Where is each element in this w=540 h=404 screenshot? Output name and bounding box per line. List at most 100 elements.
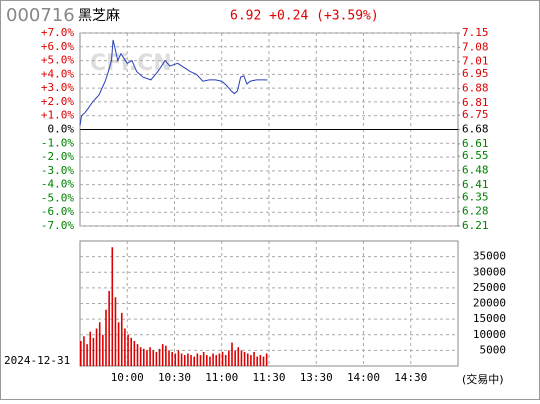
volume-bar [177, 350, 180, 366]
volume-bar [183, 355, 186, 366]
volume-bar [196, 353, 199, 366]
volume-bar [80, 341, 82, 366]
y2-tick-label: 6.61 [462, 137, 489, 150]
volume-bar [265, 353, 268, 366]
volume-bar [250, 355, 252, 366]
status: (交易中) [462, 372, 504, 386]
volume-bar [174, 353, 177, 366]
volume-bar [202, 351, 205, 366]
y-tick-label: -7.0% [41, 219, 74, 232]
volume-bar [120, 312, 123, 366]
y2-tick-label: 6.28 [462, 205, 489, 218]
volume-bar [133, 341, 136, 366]
x-tick-label: 11:30 [252, 371, 285, 384]
y2-tick-label: 6.55 [462, 149, 489, 162]
y-tick-label: 15000 [473, 312, 506, 325]
volume-bar [193, 356, 195, 366]
volume-bar [221, 351, 224, 366]
volume-bar [124, 328, 126, 366]
volume-bar [212, 353, 214, 366]
volume-bar [256, 356, 258, 366]
volume-bar [231, 342, 233, 366]
volume-bar [215, 355, 218, 366]
y-tick-label: +3.0% [41, 81, 74, 94]
y2-tick-label: 7.08 [462, 40, 489, 53]
volume-bar [102, 334, 104, 366]
volume-bar [158, 348, 161, 366]
y-tick-label: +2.0% [41, 95, 74, 108]
y-tick-label: -5.0% [41, 191, 74, 204]
y-tick-label: -4.0% [41, 178, 74, 191]
x-tick-label: 11:00 [205, 371, 238, 384]
volume-bar [168, 350, 170, 366]
volume-bar [92, 337, 95, 366]
y-tick-label: +1.0% [41, 109, 74, 122]
volume-bar [139, 347, 142, 366]
y2-tick-label: 7.01 [462, 55, 489, 68]
volume-bar [259, 355, 262, 366]
y-tick-label: 20000 [473, 297, 506, 310]
volume-bar [165, 345, 167, 366]
volume-bar [180, 353, 183, 366]
volume-bar [218, 353, 221, 366]
y-tick-label: 25000 [473, 281, 506, 294]
volume-bar [171, 351, 173, 366]
y-tick-label: 5000 [480, 343, 507, 356]
y2-tick-label: 6.41 [462, 178, 489, 191]
y-tick-label: -3.0% [41, 164, 74, 177]
y-tick-label: +5.0% [41, 54, 74, 67]
y-tick-label: +4.0% [41, 67, 74, 80]
y2-tick-label: 7.15 [462, 26, 489, 39]
volume-bar [187, 353, 189, 366]
y-tick-label: 30000 [473, 265, 506, 278]
volume-bar [209, 356, 211, 366]
volume-bar [98, 322, 101, 366]
volume-bar [161, 344, 164, 366]
price-line [79, 39, 268, 126]
volume-bar [152, 350, 155, 366]
volume-bar [199, 355, 202, 366]
volume-bar [240, 350, 243, 366]
volume-bar [155, 351, 158, 366]
volume-bar [243, 351, 246, 366]
volume-bar [111, 247, 114, 366]
y-tick-label: -6.0% [41, 205, 74, 218]
volume-bar [234, 350, 236, 366]
y2-tick-label: 6.35 [462, 190, 489, 203]
quote: 6.92 +0.24 (+3.59%) [230, 9, 379, 24]
x-tick-label: 14:00 [347, 371, 380, 384]
watermark: CFi.CN [90, 51, 172, 76]
y2-tick-label: 6.68 [462, 123, 489, 136]
volume-bar [105, 309, 107, 366]
volume-bar [253, 351, 255, 366]
y2-tick-label: 6.88 [462, 81, 489, 94]
y-tick-label: 35000 [473, 250, 506, 263]
volume-bar [262, 356, 265, 366]
volume-bar [146, 350, 148, 366]
volume-bar [246, 353, 249, 366]
volume-bar [127, 334, 129, 366]
volume-bar [108, 291, 110, 366]
volume-bar [130, 337, 132, 366]
volume-bar [86, 344, 88, 366]
volume-bar [143, 348, 145, 366]
x-tick-label: 13:30 [300, 371, 333, 384]
x-tick-label: 10:30 [158, 371, 191, 384]
volume-bar [149, 347, 151, 366]
y2-tick-label: 6.81 [462, 96, 489, 109]
volume-bar [95, 328, 98, 366]
y2-tick-label: 6.95 [462, 67, 489, 80]
volume-bar [237, 347, 240, 366]
volume-bar [114, 297, 117, 366]
y-tick-label: -2.0% [41, 150, 74, 163]
y2-tick-label: 6.48 [462, 164, 489, 177]
y-tick-label: +6.0% [41, 40, 74, 53]
y-tick-label: -1.0% [41, 136, 74, 149]
date: 2024-12-31 [4, 354, 70, 367]
volume-bar [117, 322, 120, 366]
volume-bar [228, 350, 230, 366]
volume-bar [83, 336, 85, 366]
volume-bar [89, 331, 92, 366]
volume-bar [206, 355, 208, 366]
